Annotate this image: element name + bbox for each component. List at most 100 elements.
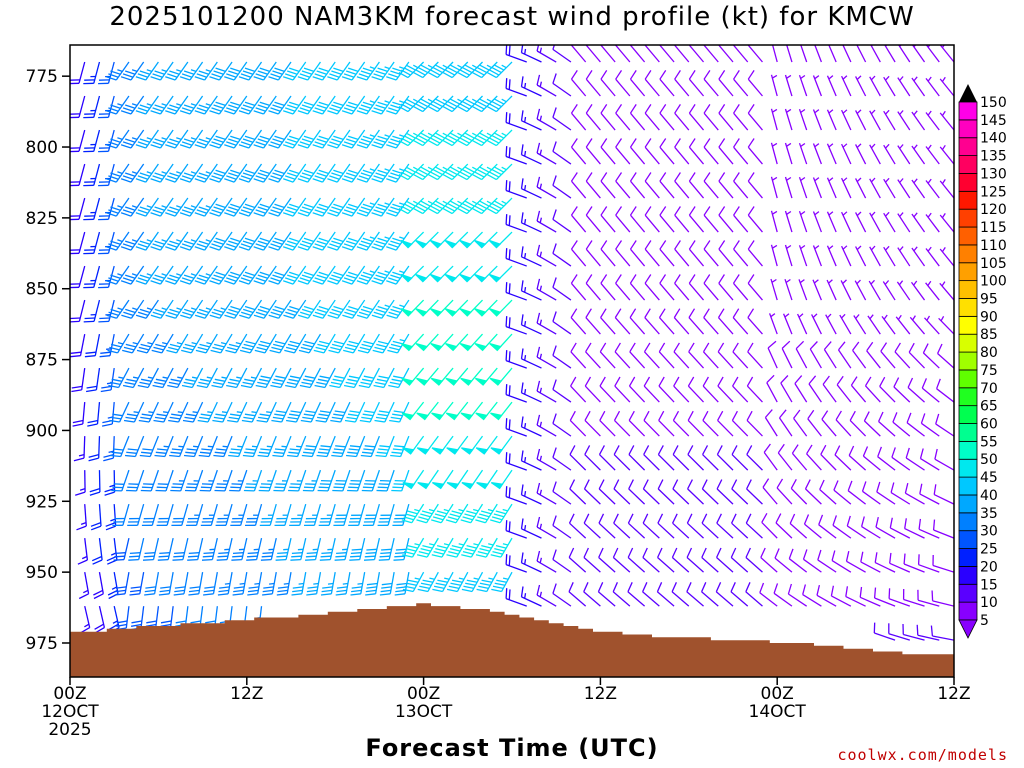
barb-feather — [732, 308, 740, 318]
barb-half-feather — [785, 278, 791, 284]
barb-staff — [674, 214, 690, 233]
barb-feather — [255, 73, 266, 78]
wind-barb — [474, 367, 498, 386]
barb-feather — [319, 558, 331, 561]
wind-barb — [417, 469, 439, 490]
barb-staff — [505, 597, 527, 607]
barb-staff — [811, 314, 822, 335]
barb-staff — [233, 95, 248, 115]
barb-staff — [615, 146, 631, 165]
barb-feather — [570, 138, 578, 148]
wind-barb — [505, 146, 527, 165]
barb-feather — [442, 174, 453, 181]
wind-barb — [276, 572, 292, 596]
barb-staff — [826, 245, 837, 267]
wind-barb — [505, 214, 527, 233]
colorbar-label: 140 — [980, 131, 1007, 147]
barb-feather — [673, 376, 680, 387]
barb-half-feather — [539, 591, 543, 598]
barb-staff — [337, 299, 351, 319]
barb-feather — [362, 271, 374, 277]
barb-feather — [150, 178, 161, 183]
barb-staff — [613, 454, 631, 471]
wind-barb — [716, 479, 734, 505]
wind-barb — [224, 231, 248, 251]
barb-staff — [98, 538, 103, 561]
barb-feather — [774, 548, 780, 559]
wind-barb — [238, 163, 263, 183]
barb-flag — [400, 308, 413, 317]
barb-half-feather — [414, 577, 420, 580]
barb-feather — [312, 110, 323, 115]
barb-feather — [262, 552, 273, 555]
barb-feather — [476, 588, 487, 593]
barb-feather — [198, 172, 209, 177]
barb-feather — [495, 544, 507, 549]
barb-feather — [657, 513, 664, 524]
barb-half-feather — [161, 137, 167, 141]
barb-feather — [226, 384, 237, 389]
barb-feather — [672, 479, 679, 490]
barb-half-feather — [913, 110, 918, 116]
barb-feather — [218, 589, 229, 593]
barb-staff — [812, 75, 823, 97]
wind-barb — [225, 333, 248, 354]
wind-barb — [598, 513, 616, 539]
barb-feather — [377, 237, 388, 243]
wind-barb — [172, 537, 189, 561]
wind-barb — [717, 342, 734, 369]
barb-feather — [407, 544, 418, 549]
x-axis-label: Forecast Time (UTC) — [365, 734, 659, 762]
wind-barb — [446, 435, 469, 455]
barb-feather — [570, 274, 578, 284]
barb-feather — [304, 340, 315, 345]
barb-half-feather — [913, 212, 918, 218]
barb-feather — [536, 312, 541, 324]
barb-half-feather — [235, 341, 242, 345]
barb-feather — [486, 208, 497, 215]
barb-feather — [732, 376, 739, 387]
wind-barb — [910, 280, 926, 301]
barb-feather — [331, 240, 342, 245]
barb-staff — [322, 299, 336, 319]
wind-barb — [798, 210, 808, 233]
barb-feather — [130, 589, 141, 593]
barb-feather — [240, 277, 252, 282]
barb-staff — [733, 146, 749, 165]
barb-staff — [747, 146, 763, 165]
barb-staff — [78, 129, 86, 152]
barb-half-feather — [146, 137, 152, 141]
wind-barb — [891, 447, 911, 471]
barb-half-feather — [941, 76, 946, 82]
barb-feather — [450, 64, 461, 71]
barb-staff — [125, 606, 130, 629]
barb-feather — [245, 448, 256, 451]
barb-feather — [674, 138, 681, 148]
barb-feather — [379, 445, 390, 448]
barb-staff — [455, 503, 469, 524]
barb-half-feather — [427, 200, 434, 205]
barb-feather — [194, 144, 205, 149]
barb-staff — [248, 299, 263, 319]
barb-feather — [230, 135, 241, 141]
wind-barb — [416, 435, 439, 455]
barb-staff — [336, 95, 351, 115]
barb-feather — [427, 140, 438, 147]
wind-barb — [746, 445, 763, 471]
barb-staff — [808, 383, 822, 403]
barb-staff — [759, 592, 778, 607]
wind-barb — [939, 247, 954, 267]
barb-feather — [552, 243, 557, 254]
barb-feather — [343, 349, 354, 354]
barb-half-feather — [539, 319, 543, 325]
barb-staff — [263, 299, 277, 319]
barb-staff — [761, 521, 778, 539]
barb-half-feather — [815, 45, 816, 46]
barb-half-feather — [369, 66, 376, 70]
barb-feather — [257, 308, 269, 314]
barb-feather — [403, 203, 414, 210]
wind-barb — [674, 172, 690, 199]
barb-feather — [356, 212, 368, 217]
barb-staff — [869, 178, 881, 199]
wind-barb — [459, 265, 483, 283]
